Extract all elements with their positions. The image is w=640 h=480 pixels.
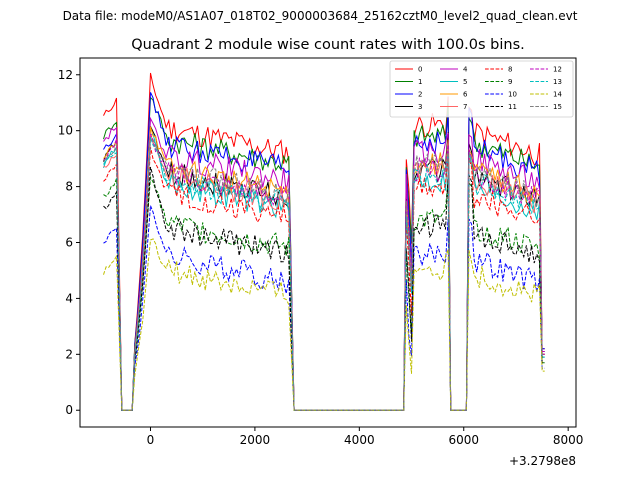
- y-tick-label: 2: [65, 347, 73, 361]
- legend-label-1: 1: [418, 78, 422, 86]
- x-tick-label: 2000: [240, 433, 271, 447]
- x-tick-label: 4000: [344, 433, 375, 447]
- y-tick-label: 8: [65, 180, 73, 194]
- series-line-10: [103, 205, 545, 411]
- series-line-12: [103, 133, 545, 411]
- x-axis-offset-label: +3.2798e8: [509, 454, 576, 468]
- legend-label-2: 2: [418, 91, 422, 99]
- chart-title: Quadrant 2 module wise count rates with …: [131, 37, 525, 53]
- legend-label-3: 3: [418, 103, 422, 111]
- legend-label-0: 0: [418, 66, 422, 74]
- legend-label-13: 13: [553, 78, 562, 86]
- legend-label-12: 12: [553, 66, 562, 74]
- x-tick-label: 6000: [448, 433, 479, 447]
- legend-label-8: 8: [508, 66, 512, 74]
- y-tick-label: 6: [65, 236, 73, 250]
- series-line-15: [103, 139, 545, 411]
- legend-label-4: 4: [463, 66, 468, 74]
- legend-label-10: 10: [508, 91, 517, 99]
- x-tick-label: 8000: [553, 433, 584, 447]
- legend-label-7: 7: [463, 103, 467, 111]
- figure-suptitle: Data file: modeM0/AS1A07_018T02_90000036…: [63, 9, 578, 23]
- series-line-8: [103, 147, 545, 411]
- legend-label-15: 15: [553, 103, 562, 111]
- legend-label-9: 9: [508, 78, 512, 86]
- y-tick-label: 10: [58, 124, 73, 138]
- y-tick-label: 12: [58, 68, 73, 82]
- y-tick-label: 0: [65, 403, 73, 417]
- series-line-11: [103, 166, 545, 411]
- x-tick-label: 0: [147, 433, 155, 447]
- series-line-13: [103, 137, 545, 411]
- legend-label-14: 14: [553, 91, 562, 99]
- legend-box: [389, 60, 574, 118]
- plot-area: [103, 72, 545, 411]
- legend-label-11: 11: [508, 103, 517, 111]
- y-tick-label: 4: [65, 291, 73, 305]
- legend-label-6: 6: [463, 91, 468, 99]
- legend-label-5: 5: [463, 78, 467, 86]
